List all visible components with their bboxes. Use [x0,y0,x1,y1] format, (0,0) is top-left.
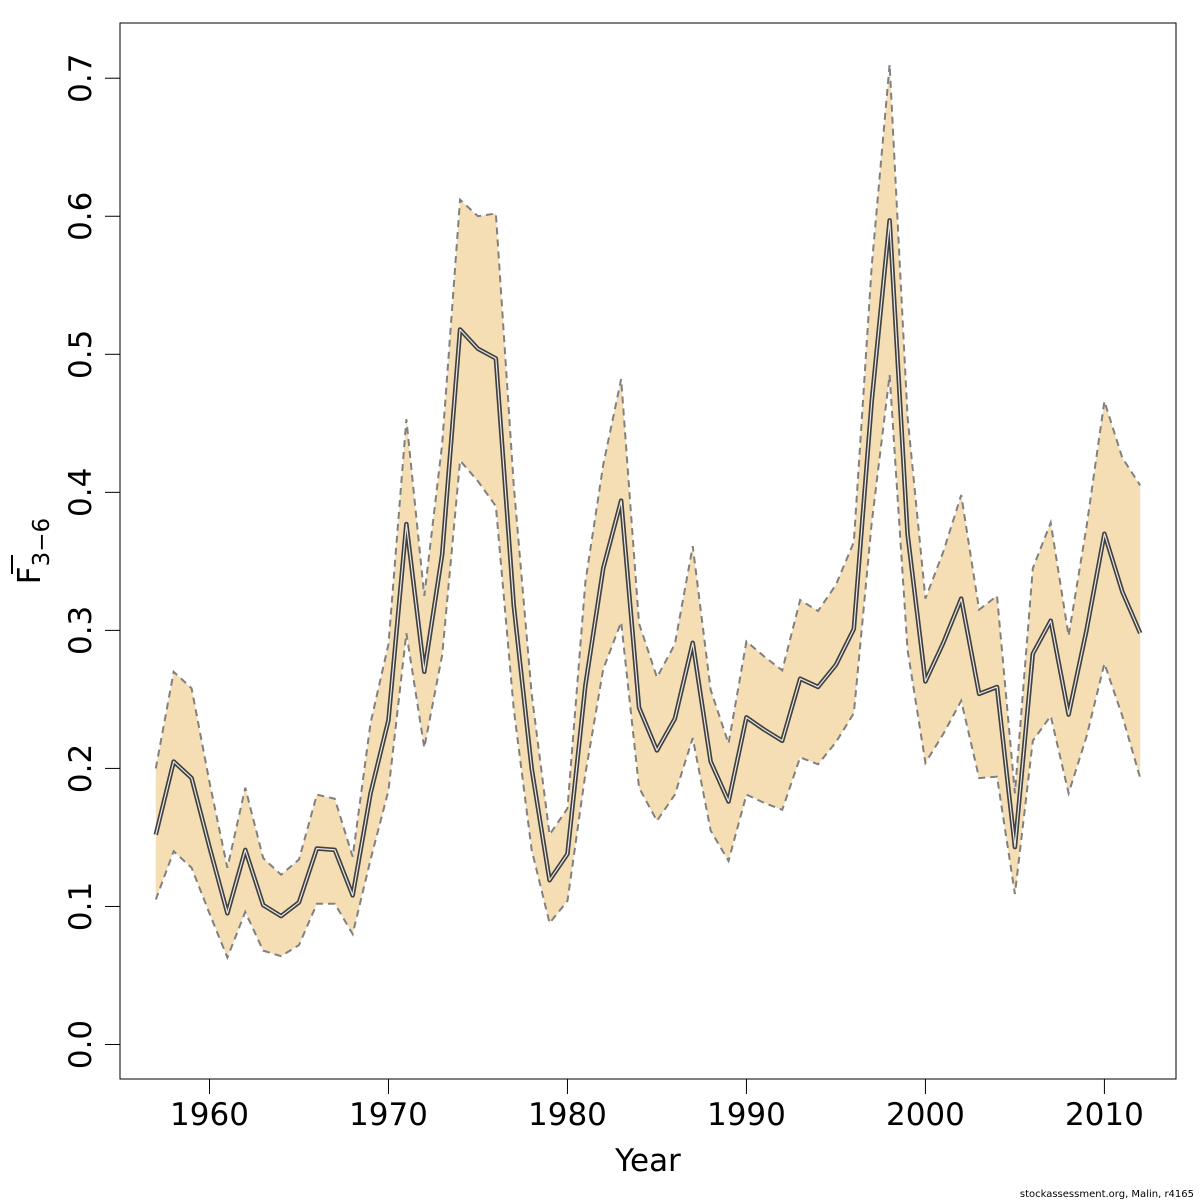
y-tick-label: 0.5 [63,330,99,379]
y-axis-title-subscript: 3−6 [29,518,55,567]
x-tick-label: 2010 [1065,1097,1144,1133]
y-tick-label: 0.7 [63,54,99,103]
lower-bound-line [154,374,1142,961]
series-line-layer [153,64,1143,961]
confidence-band [155,64,1141,958]
y-tick-label: 0.0 [63,1020,99,1069]
x-tick-label: 1960 [170,1097,249,1133]
y-tick-label: 0.2 [63,744,99,793]
y-axis: 0.0 0.1 0.2 0.3 0.4 0.5 0.6 0.7 [63,54,121,1069]
y-tick-label: 0.1 [63,882,99,931]
x-axis: 1960 1970 1980 1990 2000 2010 [170,1078,1144,1133]
credit-text: stockassessment.org, Malin, r4165 [1020,1189,1194,1200]
y-tick-label: 0.6 [63,192,99,241]
y-axis-title-main: F [12,566,48,584]
estimate-line-core [155,219,1141,917]
x-tick-label: 1990 [707,1097,786,1133]
svg-text:F3−6: F3−6 [12,518,55,584]
x-axis-title: Year [614,1143,681,1179]
x-tick-label: 2000 [886,1097,965,1133]
y-tick-label: 0.4 [63,468,99,517]
upper-bound-line [154,64,1142,877]
x-tick-label: 1970 [349,1097,428,1133]
confidence-band-layer [155,64,1141,958]
estimate-line-outline [153,218,1143,919]
x-tick-label: 1980 [528,1097,607,1133]
y-axis-title: F3−6 [11,518,55,584]
y-tick-label: 0.3 [63,606,99,655]
